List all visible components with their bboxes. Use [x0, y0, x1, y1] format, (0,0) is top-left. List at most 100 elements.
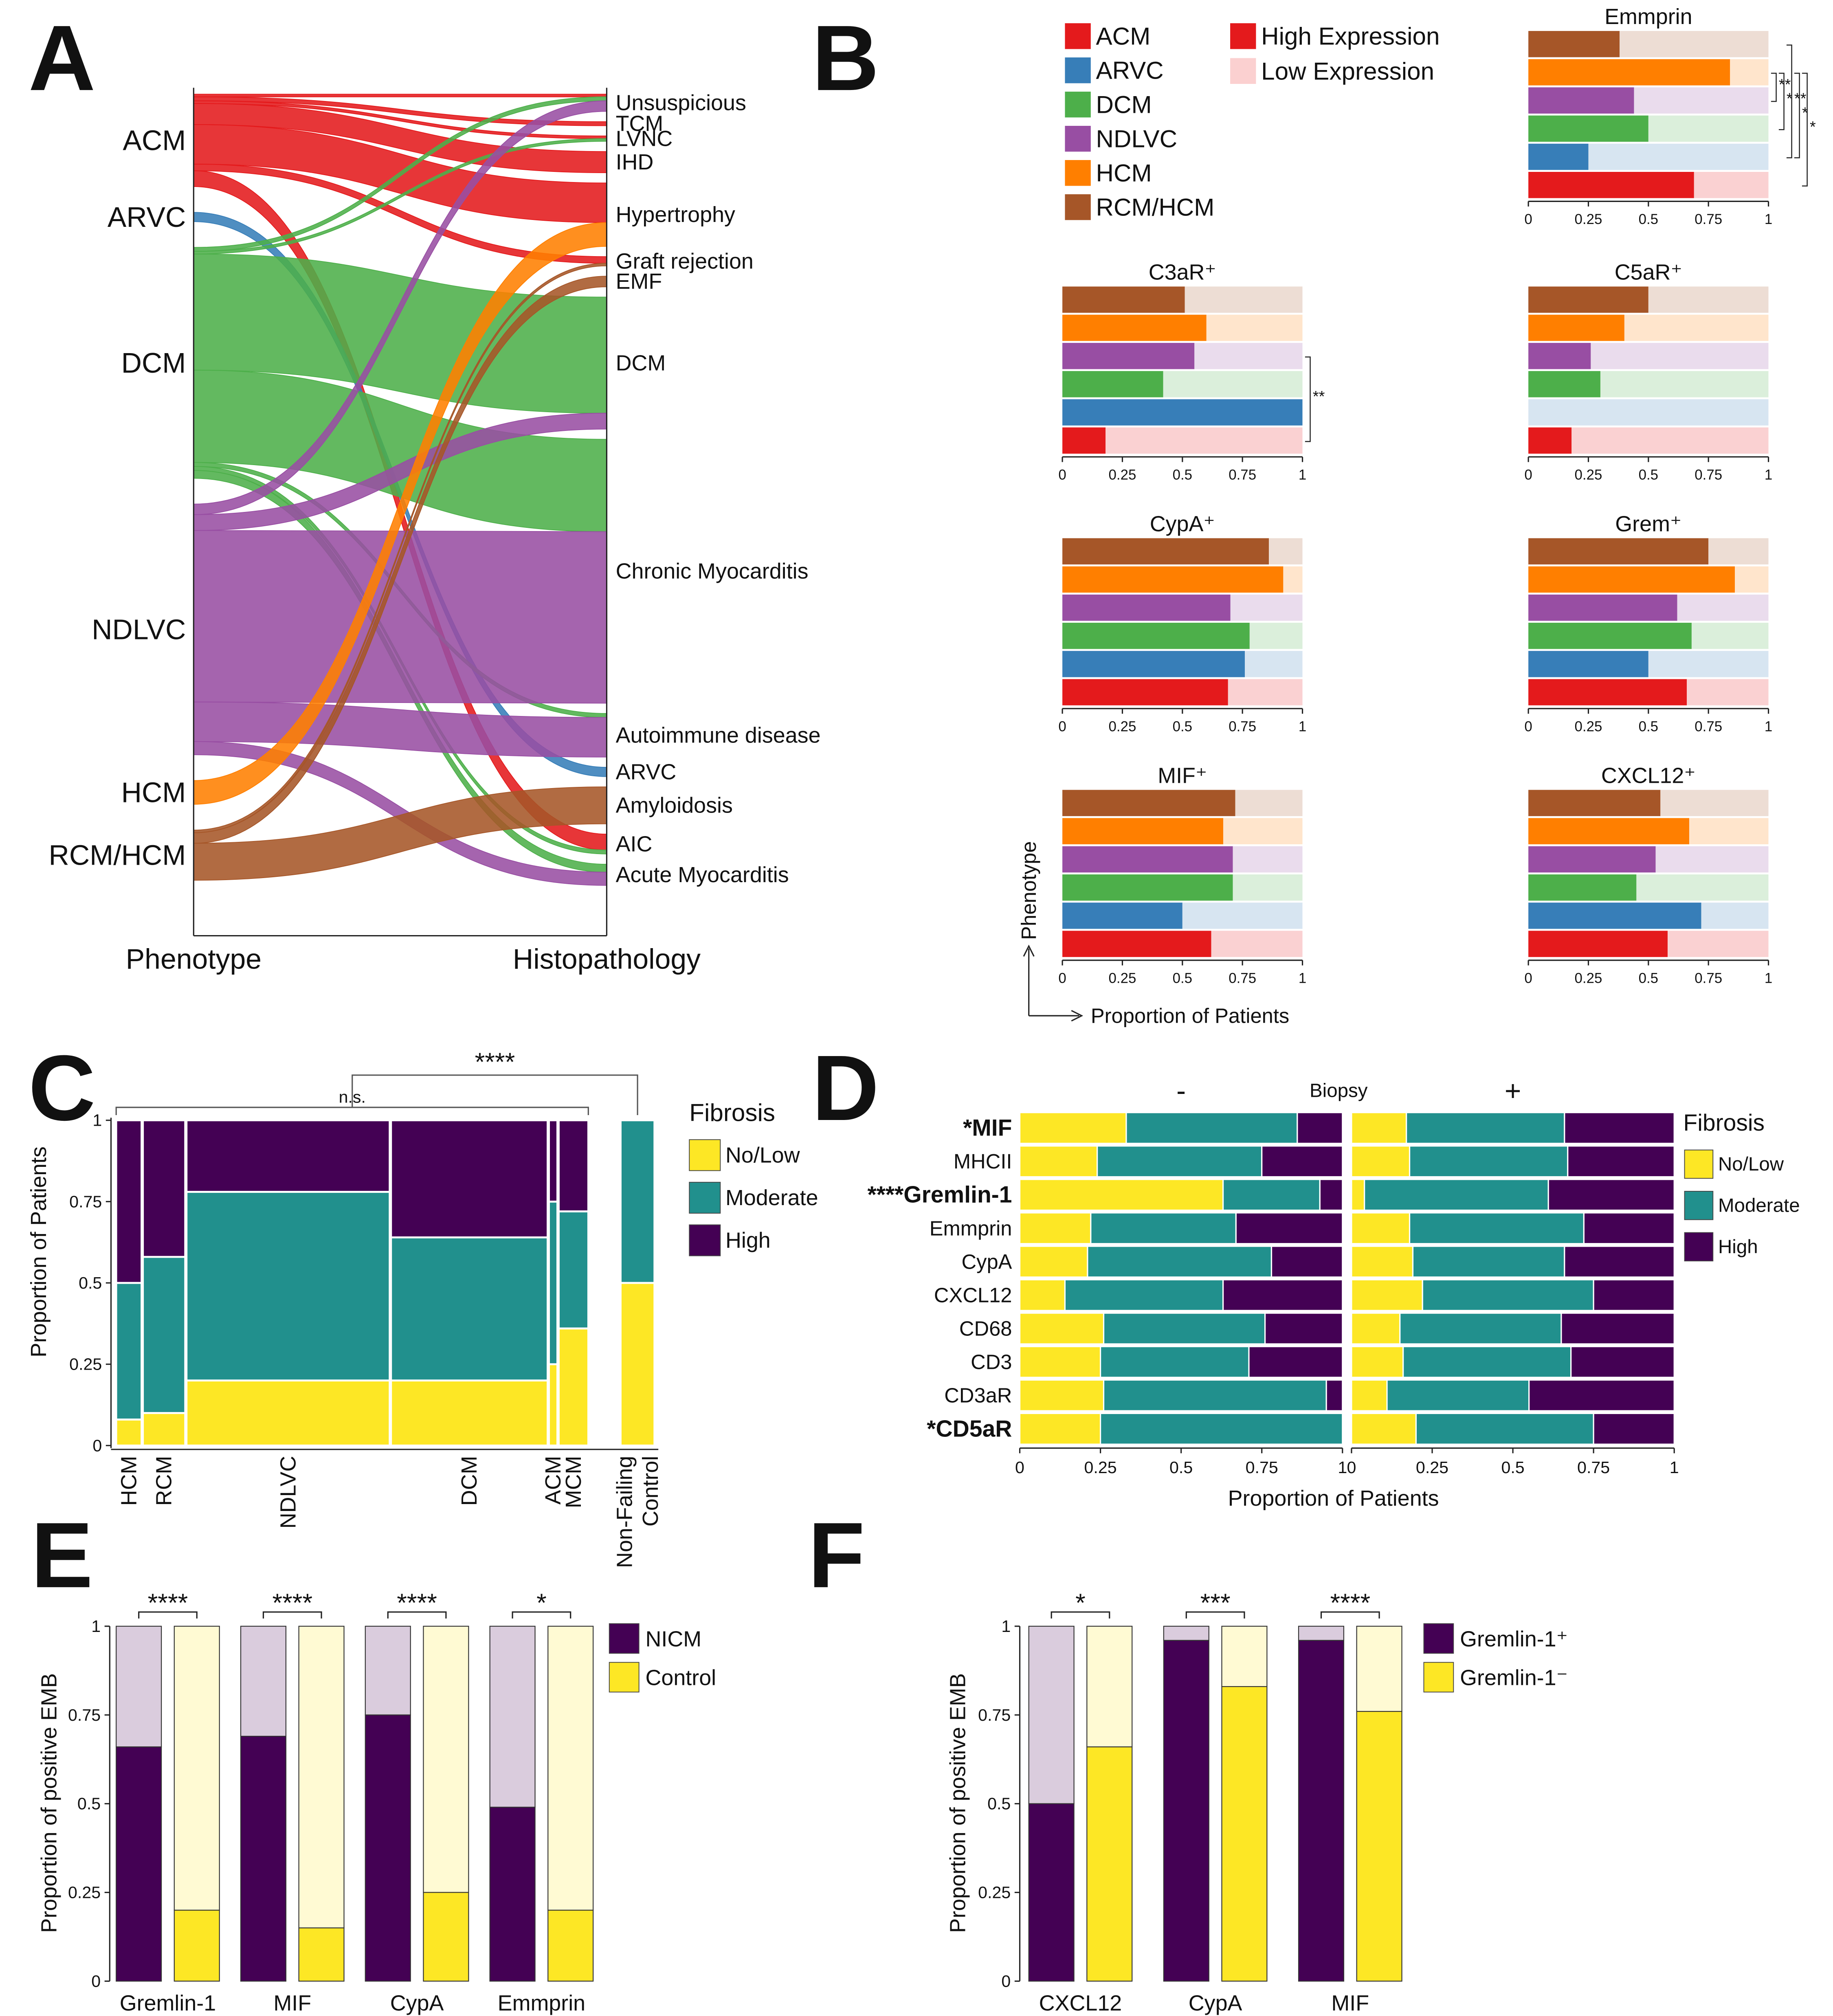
subplot-title: MIF⁺ [1158, 764, 1207, 788]
y-tick-label: CypA [962, 1250, 1012, 1273]
legend-swatch [689, 1224, 721, 1256]
y-tick-label: ****Gremlin-1 [868, 1182, 1012, 1208]
mosaic-tile [142, 1256, 187, 1414]
mosaic-tile [142, 1412, 187, 1447]
bar-segment [1560, 1312, 1675, 1345]
bar-segment [1386, 1379, 1530, 1412]
bar-segment [1090, 1212, 1237, 1245]
legend-label: RCM/HCM [1096, 193, 1214, 221]
mosaic-tile [185, 1379, 391, 1447]
bar-high [1062, 399, 1303, 426]
legend-label: Low Expression [1261, 57, 1434, 85]
panel-letter: D [812, 1036, 879, 1140]
bar-segment [1264, 1312, 1343, 1345]
x-tick-label: 0 [1524, 211, 1532, 227]
right-node-label: Hypertrophy [616, 202, 735, 227]
significance-label: ** [1313, 388, 1325, 405]
bar-low [1708, 538, 1769, 564]
bar-low [1223, 818, 1303, 845]
x-tick-label: 1 [1765, 467, 1772, 483]
subplot-title: Emmprin [1604, 4, 1692, 29]
bar-segment [1409, 1145, 1569, 1178]
bar-high [1062, 903, 1182, 929]
bar-segment [1412, 1245, 1565, 1278]
y-tick-label: Emmprin [930, 1217, 1012, 1240]
legend-swatch [1230, 58, 1256, 84]
legend-swatch [1423, 1623, 1454, 1654]
bar-remainder [547, 1625, 594, 1911]
x-tick-label: 0.75 [1229, 971, 1256, 986]
right-node-label: Autoimmune disease [616, 723, 821, 747]
significance-bracket [1771, 72, 1777, 102]
panel-letter: E [31, 1503, 93, 1607]
legend-swatch [609, 1623, 640, 1654]
bar-segment [1399, 1312, 1562, 1345]
bar-high [1062, 286, 1185, 313]
bar-low [1648, 286, 1769, 313]
right-node-label: Graft rejection [616, 249, 754, 274]
legend-swatch [1065, 125, 1091, 152]
x-tick-label: 0.25 [1109, 971, 1136, 986]
x-tick-label: HCM [116, 1456, 141, 1506]
legend-label: ARVC [1096, 57, 1163, 84]
bar-high [1062, 651, 1245, 677]
significance-label: * [1810, 119, 1816, 136]
bar-high [1528, 846, 1656, 873]
legend-swatch [1684, 1149, 1714, 1179]
y-tick-label: 0.25 [68, 1883, 101, 1902]
bar-low [1691, 623, 1769, 649]
legend-label: NDLVC [1096, 125, 1177, 153]
significance-bracket [1305, 356, 1311, 442]
bar-segment [1087, 1245, 1273, 1278]
axis-label: Proportion of Patients [1228, 1486, 1439, 1511]
category-label-group: RCM [152, 1456, 176, 1506]
bar-segment [1583, 1212, 1675, 1245]
bar [116, 1746, 162, 1982]
x-tick-label: 0 [1524, 467, 1532, 483]
panel-letter: F [808, 1503, 865, 1607]
bar-high [1528, 623, 1692, 649]
bar-remainder [489, 1625, 536, 1808]
bar-segment [1297, 1112, 1343, 1144]
significance-label: * [1787, 90, 1793, 108]
bar-low [1701, 903, 1769, 929]
bar-remainder [1163, 1625, 1209, 1641]
legend-label: DCM [1096, 91, 1152, 119]
panel-letter: C [29, 1036, 96, 1140]
bar-remainder [423, 1625, 469, 1893]
x-tick-label: 0.25 [1575, 719, 1602, 735]
bar-high [1528, 538, 1709, 564]
significance-bracket [138, 1611, 198, 1619]
bar-high [1528, 427, 1572, 454]
right-node-label: Amyloidosis [616, 793, 733, 817]
bar-segment [1248, 1346, 1343, 1378]
x-tick-label: 0 [1058, 467, 1066, 483]
x-tick-label: 0.5 [1639, 971, 1658, 986]
x-tick-label: 0 [1347, 1458, 1356, 1477]
bar-segment [1019, 1412, 1101, 1445]
bar-remainder [1028, 1625, 1075, 1804]
axis-label: Proportion of Patients [1091, 1004, 1289, 1028]
bar-segment [1402, 1346, 1572, 1378]
bar [547, 1910, 594, 1982]
legend-swatch [1065, 23, 1091, 49]
mosaic-tile [185, 1191, 391, 1381]
bar-high [1062, 846, 1233, 873]
x-tick-label: 0.5 [1639, 467, 1658, 483]
bar-segment [1019, 1145, 1098, 1178]
bar-low [1624, 314, 1769, 341]
bar-segment [1409, 1212, 1585, 1245]
legend-label: No/Low [1718, 1153, 1784, 1175]
bar-high [1528, 679, 1687, 705]
bar-low [1636, 874, 1769, 901]
y-tick-label: CD68 [959, 1317, 1012, 1340]
category-label-group: ACM [541, 1456, 565, 1505]
x-tick-label: 0 [1524, 719, 1532, 735]
bar-segment [1019, 1279, 1066, 1311]
bar-high [1528, 566, 1735, 593]
x-tick-label: RCM [152, 1456, 176, 1506]
significance-bracket [1185, 1611, 1245, 1619]
y-tick-label: 1 [92, 1111, 102, 1130]
bar-low [1235, 790, 1303, 816]
